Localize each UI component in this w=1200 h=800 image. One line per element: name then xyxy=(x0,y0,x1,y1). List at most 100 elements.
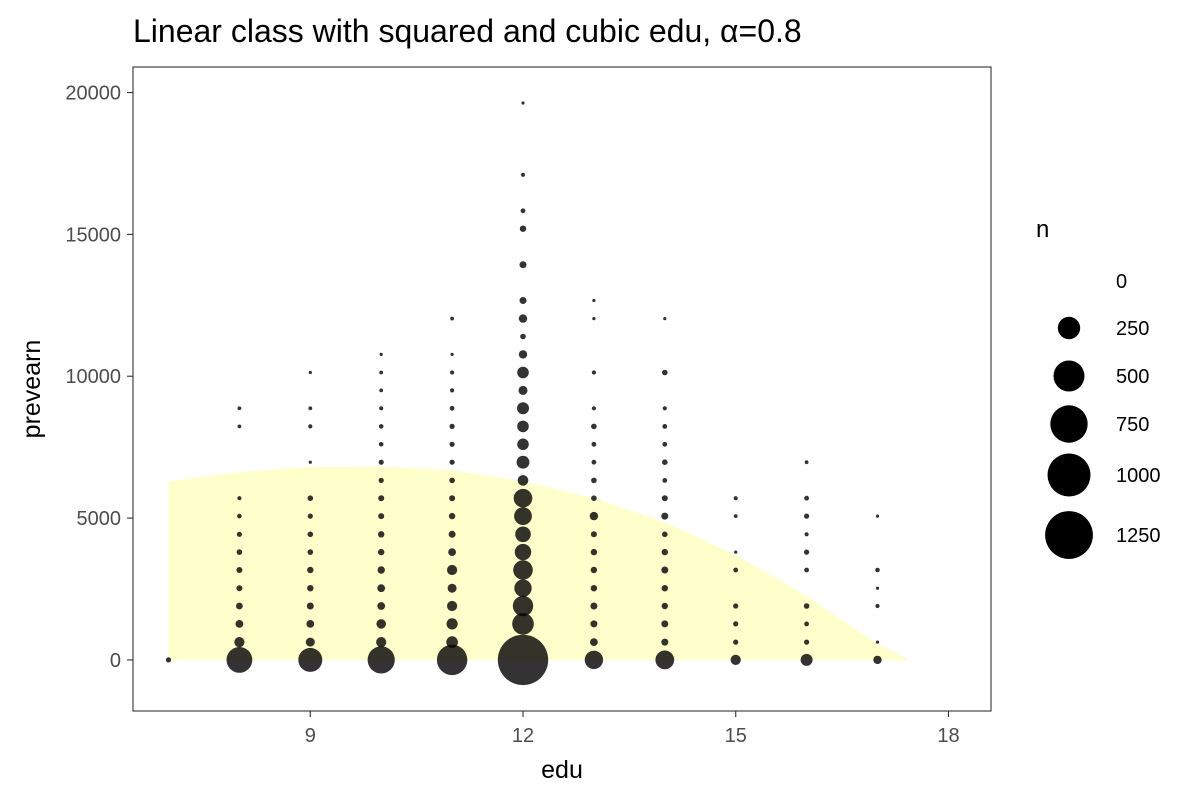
data-point xyxy=(655,650,675,670)
legend-key xyxy=(1050,405,1088,443)
data-point xyxy=(308,370,312,375)
data-point xyxy=(237,424,242,429)
data-point xyxy=(875,603,880,609)
data-point xyxy=(306,602,314,610)
data-point xyxy=(236,602,243,610)
y-tick-label: 0 xyxy=(110,650,121,672)
data-point xyxy=(590,531,597,538)
data-point xyxy=(236,585,243,592)
data-point xyxy=(449,405,455,411)
data-point xyxy=(376,619,387,629)
legend-key xyxy=(1047,453,1091,497)
data-point xyxy=(513,488,533,508)
data-point xyxy=(730,654,741,666)
legend-label: 1000 xyxy=(1116,465,1161,487)
data-point xyxy=(662,459,668,466)
data-point xyxy=(449,495,456,502)
data-point xyxy=(305,637,315,647)
x-tick-label: 12 xyxy=(512,725,534,747)
data-point xyxy=(733,603,739,609)
data-point xyxy=(520,172,526,177)
data-point xyxy=(591,495,597,502)
data-point xyxy=(378,459,384,465)
data-point xyxy=(377,602,386,610)
data-point xyxy=(234,637,245,648)
data-point xyxy=(235,620,244,628)
data-point xyxy=(378,442,384,447)
data-point xyxy=(450,352,454,356)
data-point xyxy=(378,531,385,538)
data-point xyxy=(449,459,455,465)
data-point xyxy=(517,366,529,379)
data-point xyxy=(513,560,533,580)
data-point xyxy=(661,585,668,592)
data-point xyxy=(446,636,458,648)
data-point xyxy=(733,567,739,573)
y-tick-label: 15000 xyxy=(65,224,121,246)
data-point xyxy=(662,369,668,376)
data-point xyxy=(450,316,454,321)
data-point xyxy=(376,637,387,648)
data-point xyxy=(377,566,385,574)
data-point xyxy=(591,477,597,484)
data-point xyxy=(514,507,532,525)
data-point xyxy=(589,511,599,521)
data-point xyxy=(519,225,527,232)
data-point xyxy=(512,613,534,635)
data-point xyxy=(661,638,669,646)
data-point xyxy=(804,495,809,501)
data-point xyxy=(447,583,457,593)
data-point xyxy=(307,513,313,519)
data-point xyxy=(448,512,456,520)
data-point xyxy=(378,495,385,502)
data-point xyxy=(591,441,597,447)
data-point xyxy=(519,261,527,269)
data-point xyxy=(661,495,668,502)
data-point xyxy=(379,352,383,356)
data-point xyxy=(165,657,172,663)
data-point xyxy=(436,644,468,676)
data-point xyxy=(591,406,597,411)
data-point xyxy=(804,621,809,627)
data-point xyxy=(307,495,314,502)
legend-key xyxy=(1045,511,1093,559)
data-point xyxy=(379,370,384,375)
data-point xyxy=(237,513,242,519)
data-point xyxy=(520,333,526,340)
data-point xyxy=(515,526,531,543)
legend-key xyxy=(1053,360,1085,392)
legend-label: 500 xyxy=(1116,366,1149,388)
data-point xyxy=(449,423,455,429)
data-point xyxy=(518,350,528,359)
data-point xyxy=(308,406,313,411)
data-point xyxy=(590,638,598,646)
data-point xyxy=(236,567,243,573)
data-point xyxy=(520,208,526,214)
x-tick-label: 18 xyxy=(937,725,959,747)
data-point xyxy=(308,460,312,464)
data-point xyxy=(734,550,738,554)
data-point xyxy=(875,567,880,573)
x-tick-label: 15 xyxy=(725,725,747,747)
confidence-band xyxy=(168,466,910,660)
data-point xyxy=(236,531,242,537)
chart-title: Linear class with squared and cubic edu,… xyxy=(133,13,802,49)
data-point xyxy=(804,460,809,465)
data-point xyxy=(661,548,668,556)
data-point xyxy=(661,602,668,610)
data-point xyxy=(517,420,529,433)
x-axis-title: edu xyxy=(541,756,583,784)
data-point xyxy=(517,402,529,415)
data-point xyxy=(662,441,668,447)
data-point xyxy=(518,314,528,323)
data-point xyxy=(450,370,455,375)
data-point xyxy=(592,317,596,321)
y-tick-label: 5000 xyxy=(77,508,122,530)
data-point xyxy=(516,455,530,469)
data-point xyxy=(517,475,529,486)
data-point xyxy=(591,370,597,375)
data-point xyxy=(307,566,314,574)
data-point xyxy=(517,438,529,451)
data-point xyxy=(307,549,314,555)
band-layer xyxy=(168,466,910,660)
